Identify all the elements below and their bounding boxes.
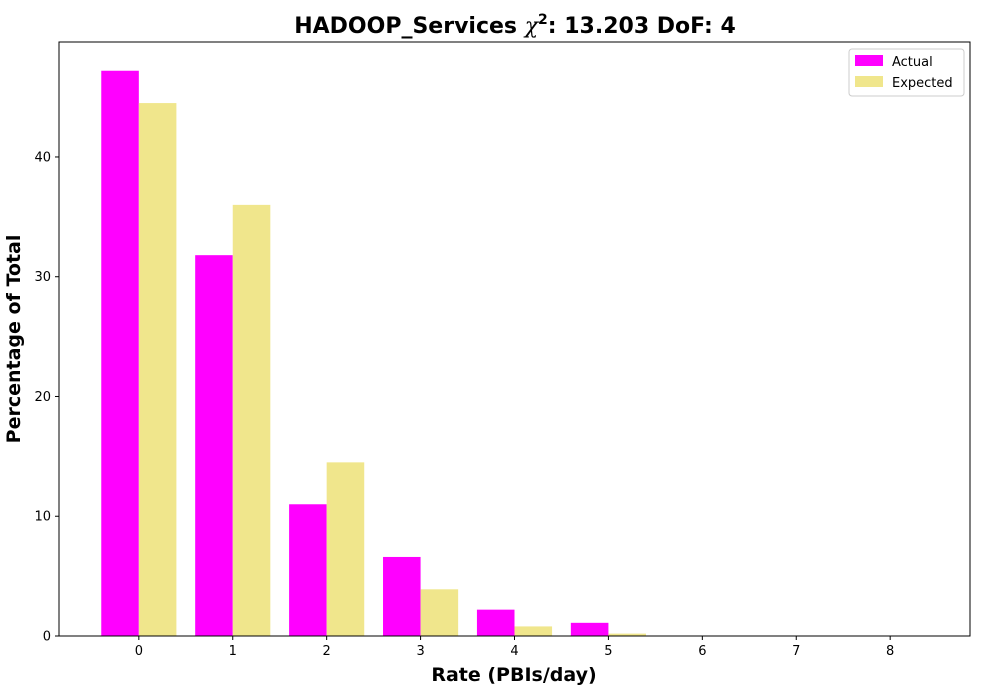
y-tick-label: 40 [34, 150, 51, 165]
bar-actual-4 [476, 609, 515, 636]
legend: Actual Expected [848, 48, 965, 97]
y-tick-label: 30 [34, 270, 51, 285]
legend-swatch-actual [855, 55, 883, 66]
bars-group [101, 70, 740, 637]
bar-expected-2 [326, 462, 365, 636]
y-tick-label: 0 [43, 630, 51, 645]
y-axis-ticks: 0 10 20 30 40 [34, 150, 59, 645]
bar-actual-5 [570, 622, 609, 636]
x-tick-label: 0 [135, 644, 143, 659]
x-tick-label: 1 [229, 644, 237, 659]
bar-expected-0 [138, 103, 177, 637]
bar-expected-1 [232, 204, 271, 636]
bar-actual-1 [195, 255, 233, 636]
bar-actual-0 [101, 70, 139, 636]
x-axis-ticks: 0 1 2 3 4 5 6 7 8 [135, 636, 894, 659]
x-tick-label: 8 [886, 644, 894, 659]
x-tick-label: 2 [323, 644, 331, 659]
x-tick-label: 3 [416, 644, 424, 659]
bar-actual-3 [383, 556, 421, 636]
legend-label-actual: Actual [892, 55, 933, 70]
bar-expected-5 [608, 633, 646, 636]
x-tick-label: 7 [792, 644, 800, 659]
plot-frame [58, 41, 971, 637]
x-tick-label: 6 [698, 644, 706, 659]
bar-actual-2 [289, 504, 327, 636]
legend-swatch-expected [855, 76, 883, 87]
y-axis-label: Percentage of Total [3, 235, 25, 444]
x-tick-label: 5 [604, 644, 612, 659]
bar-expected-3 [420, 589, 459, 636]
chart-title: HADOOP_Services χ2: 13.203 DoF: 4 [294, 12, 736, 39]
x-tick-label: 4 [510, 644, 518, 659]
x-axis-label: Rate (PBIs/day) [431, 664, 596, 686]
y-tick-label: 10 [34, 510, 51, 525]
legend-label-expected: Expected [892, 76, 953, 91]
y-tick-label: 20 [34, 390, 51, 405]
bar-expected-4 [514, 626, 553, 636]
